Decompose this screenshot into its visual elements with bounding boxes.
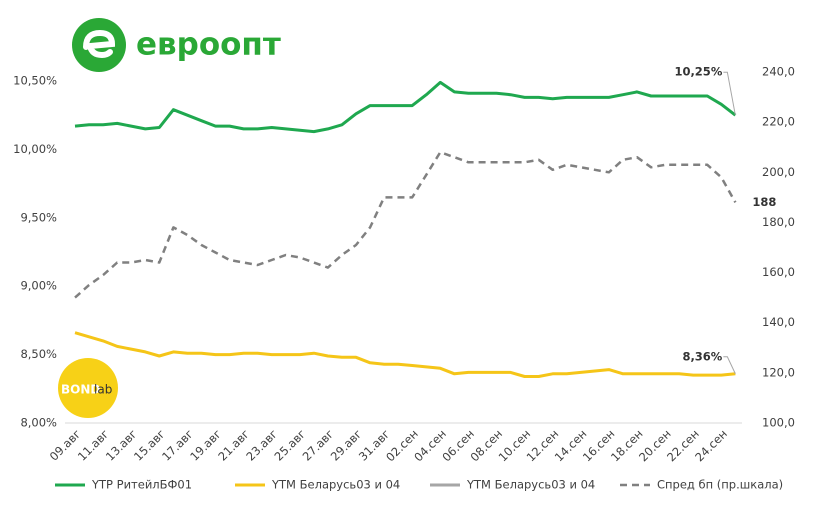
legend-label: Спред бп (пр.шкала): [657, 478, 783, 492]
legend-label: YTM Беларусь03 и 04: [271, 478, 400, 492]
series-line: [74, 150, 737, 299]
logo-text: евроопт: [136, 27, 281, 63]
y2-tick-label: 220,0: [762, 115, 795, 129]
series-line: [74, 80, 737, 134]
data-label: 10,25%: [674, 65, 722, 79]
y-tick-label: 10,50%: [13, 74, 57, 88]
leader-line: [723, 356, 736, 374]
watermark-circle: [58, 358, 118, 418]
legend-item: YTP РитейлБФ01: [55, 478, 192, 492]
y-tick-label: 8,00%: [20, 416, 57, 430]
series-line: [74, 331, 736, 378]
leader-line: [723, 71, 736, 116]
watermark-text: lab: [94, 383, 112, 397]
y2-tick-label: 140,0: [762, 315, 795, 329]
data-label: 188: [752, 195, 776, 209]
legend-item: YTM Беларусь03 и 04: [430, 478, 595, 492]
watermark: BOND lab: [58, 358, 118, 418]
legend-label: YTP РитейлБФ01: [91, 478, 192, 492]
y-tick-label: 10,00%: [13, 142, 57, 156]
y2-tick-label: 240,0: [762, 65, 795, 79]
y2-tick-label: 100,0: [762, 416, 795, 430]
logo: евроопт: [72, 18, 281, 72]
legend-label: YTM Беларусь03 и 04: [466, 478, 595, 492]
y2-tick-label: 200,0: [762, 165, 795, 179]
x-tick-label: 24.сен: [692, 427, 730, 465]
y-tick-label: 9,50%: [20, 210, 57, 224]
y2-tick-label: 160,0: [762, 265, 795, 279]
y2-tick-label: 120,0: [762, 365, 795, 379]
y-tick-label: 9,00%: [20, 279, 57, 293]
y-tick-label: 8,50%: [20, 347, 57, 361]
y2-tick-label: 180,0: [762, 215, 795, 229]
logo-mark: [83, 29, 116, 59]
watermark-text: BOND: [61, 383, 100, 397]
legend-item: Спред бп (пр.шкала): [620, 478, 783, 492]
data-label: 8,36%: [682, 349, 722, 363]
legend-item: YTM Беларусь03 и 04: [235, 478, 400, 492]
